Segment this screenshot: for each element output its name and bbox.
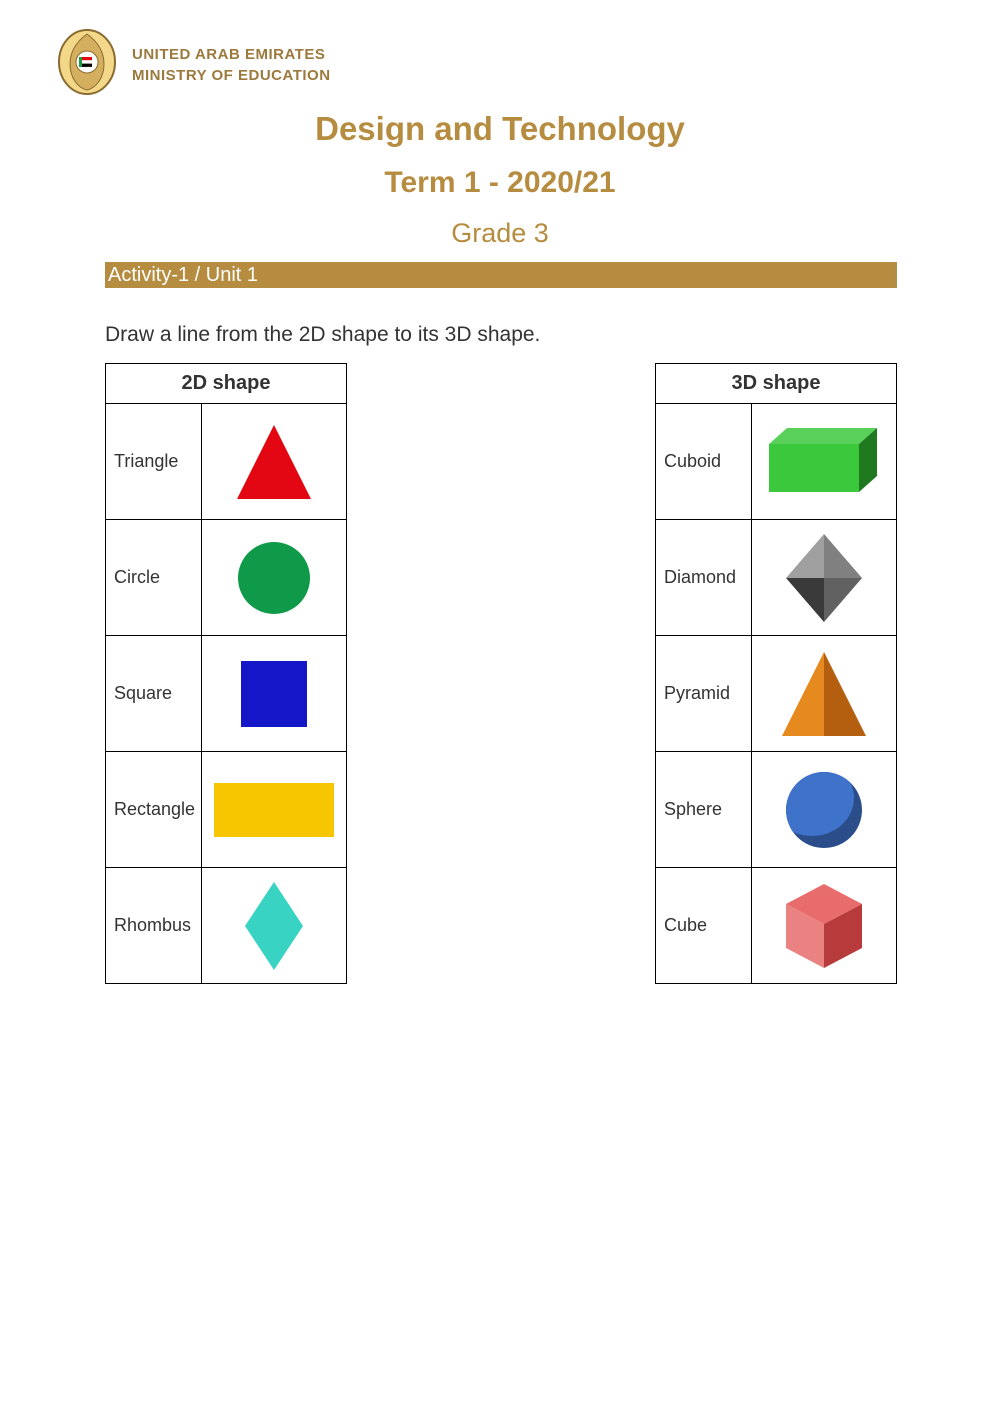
instruction-text: Draw a line from the 2D shape to its 3D … <box>105 323 540 347</box>
table-row: Square <box>106 636 347 752</box>
pyramid-icon <box>752 636 897 752</box>
title-block: Design and Technology Term 1 - 2020/21 G… <box>0 110 1000 249</box>
uae-emblem-icon <box>56 28 118 101</box>
shape-3d-label: Cube <box>656 868 752 984</box>
table-row: Triangle <box>106 404 347 520</box>
page-title: Design and Technology <box>0 110 1000 148</box>
org-line-1: UNITED ARAB EMIRATES <box>132 44 331 65</box>
square-icon <box>202 636 347 752</box>
circle-icon <box>202 520 347 636</box>
org-line-2: MINISTRY OF EDUCATION <box>132 65 331 86</box>
rhombus-icon <box>202 868 347 984</box>
octahedron-icon <box>752 520 897 636</box>
grade-label: Grade 3 <box>0 218 1000 249</box>
triangle-icon <box>202 404 347 520</box>
shape-3d-label: Sphere <box>656 752 752 868</box>
table-3d-shapes: 3D shape Cuboid Diamond Pyramid Sphere C… <box>655 363 897 984</box>
table-row: Rectangle <box>106 752 347 868</box>
table-row: Pyramid <box>656 636 897 752</box>
shape-2d-label: Circle <box>106 520 202 636</box>
table-2d-shapes: 2D shape TriangleCircleSquareRectangleRh… <box>105 363 347 984</box>
table-row: Rhombus <box>106 868 347 984</box>
table-row: Circle <box>106 520 347 636</box>
shape-3d-label: Diamond <box>656 520 752 636</box>
shape-2d-label: Triangle <box>106 404 202 520</box>
sphere-icon <box>752 752 897 868</box>
shape-2d-label: Square <box>106 636 202 752</box>
cube-icon <box>752 868 897 984</box>
table-row: Cube <box>656 868 897 984</box>
shape-3d-label: Pyramid <box>656 636 752 752</box>
table-row: Diamond <box>656 520 897 636</box>
shape-3d-label: Cuboid <box>656 404 752 520</box>
table-3d-header: 3D shape <box>656 364 897 404</box>
table-2d-header: 2D shape <box>106 364 347 404</box>
shape-2d-label: Rhombus <box>106 868 202 984</box>
table-row: Sphere <box>656 752 897 868</box>
shape-2d-label: Rectangle <box>106 752 202 868</box>
cuboid-icon <box>752 404 897 520</box>
table-row: Cuboid <box>656 404 897 520</box>
activity-bar: Activity-1 / Unit 1 <box>105 262 897 288</box>
org-name: UNITED ARAB EMIRATES MINISTRY OF EDUCATI… <box>132 44 331 86</box>
tables-container: 2D shape TriangleCircleSquareRectangleRh… <box>105 363 897 984</box>
page-subtitle: Term 1 - 2020/21 <box>0 166 1000 200</box>
header-logo-block: UNITED ARAB EMIRATES MINISTRY OF EDUCATI… <box>56 28 331 101</box>
rectangle-icon <box>202 752 347 868</box>
